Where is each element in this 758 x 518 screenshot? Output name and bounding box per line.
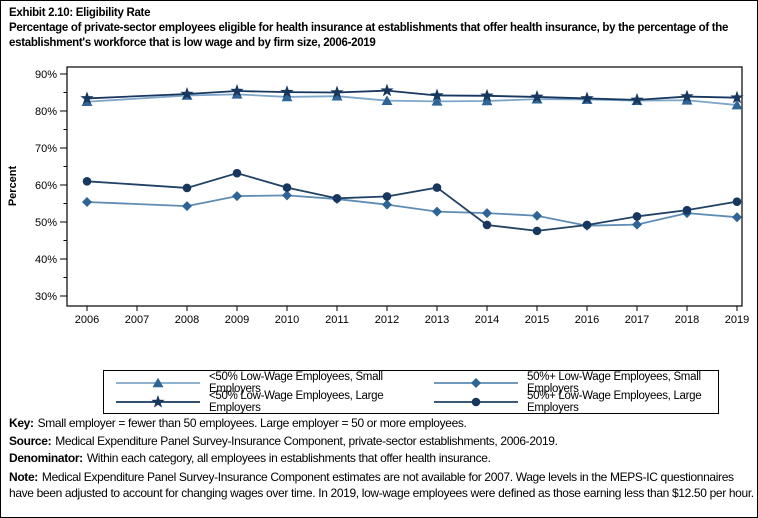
svg-text:2015: 2015 <box>525 314 549 326</box>
footnote-note: Note: Medical Expenditure Panel Survey-In… <box>9 469 755 502</box>
footnote-source-text: Medical Expenditure Panel Survey-Insuran… <box>55 433 558 448</box>
svg-text:2011: 2011 <box>325 314 349 326</box>
exhibit-title: Exhibit 2.10: Eligibility Rate <box>9 7 151 19</box>
series-markers-3 <box>82 168 742 236</box>
footnote-key-text: Small employer = fewer than 50 employees… <box>37 416 467 430</box>
footnotes: Key: Small employer = fewer than 50 emplo… <box>9 415 755 503</box>
series-markers-2 <box>82 190 742 231</box>
svg-text:40%: 40% <box>35 254 57 266</box>
footnote-note-text: Medical Expenditure Panel Survey-Insuran… <box>9 469 754 501</box>
svg-text:2009: 2009 <box>225 314 249 326</box>
chart-subtitle: Percentage of private-sector employees e… <box>9 22 729 49</box>
legend-item-small-under50: <50% Low-Wage Employees, Small Employers <box>114 371 432 395</box>
series-line-2 <box>86 194 738 227</box>
legend-item-small-50plus: 50%+ Low-Wage Employees, Small Employers <box>432 371 712 395</box>
legend-item-large-under50: <50% Low-Wage Employees, Large Employers <box>114 390 432 414</box>
footnote-note-label: Note: <box>9 469 38 484</box>
y-axis: 30% 40% 50% 60% 70% 80% 90% <box>35 69 67 303</box>
legend-label: 50%+ Low-Wage Employees, Large Employers <box>527 389 702 414</box>
svg-text:2019: 2019 <box>725 314 749 326</box>
svg-text:2007: 2007 <box>125 314 149 326</box>
title-block: Exhibit 2.10: Eligibility Rate Percentag… <box>9 6 753 51</box>
footnote-source-label: Source: <box>9 433 52 448</box>
footnote-denominator: Denominator: Within each category, all em… <box>9 450 755 467</box>
footnote-source: Source: Medical Expenditure Panel Survey-… <box>9 433 755 450</box>
svg-text:2017: 2017 <box>625 314 649 326</box>
legend-label: <50% Low-Wage Employees, Small Employers <box>209 370 383 395</box>
svg-text:2008: 2008 <box>175 314 199 326</box>
footnote-key-label: Key: <box>9 416 34 430</box>
circle-line-icon <box>434 397 518 406</box>
footnote-denominator-text: Within each category, all employees in e… <box>86 451 491 465</box>
svg-text:30%: 30% <box>35 291 57 303</box>
svg-text:2012: 2012 <box>375 314 399 326</box>
diamond-line-icon <box>434 377 518 388</box>
svg-text:50%: 50% <box>35 217 57 229</box>
footnote-key: Key: Small employer = fewer than 50 emplo… <box>9 415 755 432</box>
svg-text:80%: 80% <box>35 106 57 118</box>
eligibility-rate-line-chart: 30% 40% 50% 60% 70% 80% 90% 2006 2007 2008 2009 201… <box>7 66 749 326</box>
svg-text:2018: 2018 <box>675 314 699 326</box>
footnote-denominator-label: Denominator: <box>9 451 83 465</box>
chart-legend: <50% Low-Wage Employees, Small Employers… <box>103 370 719 414</box>
svg-text:60%: 60% <box>35 180 57 192</box>
svg-text:2016: 2016 <box>575 314 599 326</box>
x-axis: 2006 2007 2008 2009 2010 2011 2012 2013 2014 2015… <box>75 306 749 326</box>
legend-label: <50% Low-Wage Employees, Large Employers <box>209 389 384 414</box>
y-axis-title: Percent <box>7 165 19 206</box>
triangle-line-icon <box>116 377 200 387</box>
svg-text:2013: 2013 <box>425 314 449 326</box>
svg-text:90%: 90% <box>35 69 57 81</box>
series-markers-1 <box>80 83 744 106</box>
svg-text:2010: 2010 <box>275 314 299 326</box>
svg-text:2006: 2006 <box>75 314 99 326</box>
plot-frame <box>66 66 743 307</box>
legend-item-large-50plus: 50%+ Low-Wage Employees, Large Employers <box>432 390 712 414</box>
star-line-icon <box>116 394 200 408</box>
legend-label: 50%+ Low-Wage Employees, Small Employers <box>527 370 701 395</box>
svg-text:70%: 70% <box>35 143 57 155</box>
svg-text:2014: 2014 <box>475 314 499 326</box>
